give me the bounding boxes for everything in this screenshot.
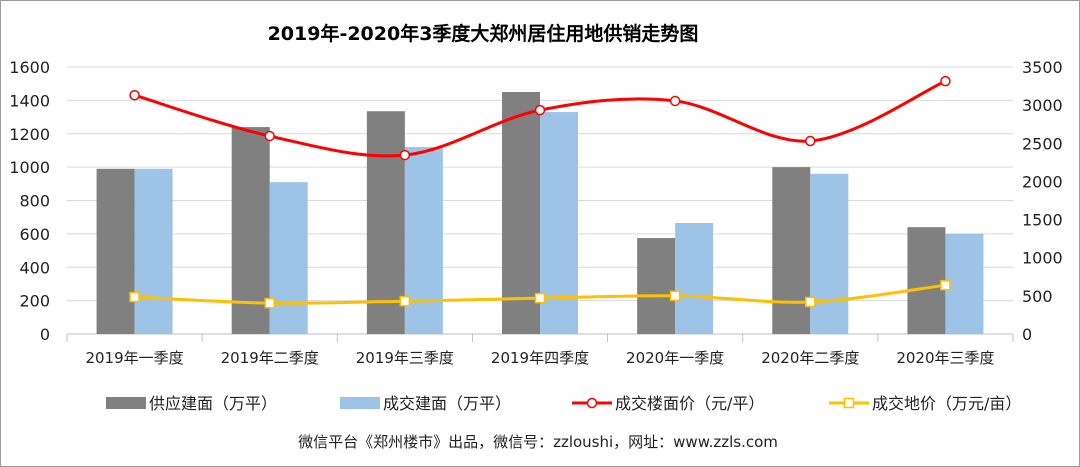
right-tick-label: 3500 [1022,58,1063,77]
legend-swatch [340,397,380,409]
bar-supply [231,127,270,334]
legend-swatch [106,397,146,409]
bar-deal [540,112,578,335]
bar-deal [945,233,984,334]
x-tick-label: 2020年一季度 [626,349,724,367]
legend-marker [843,397,855,409]
footer-text: 微信平台《郑州楼市》出品，微信号：zzloushi，网址：www.zzls.co… [298,433,778,451]
bar-supply [907,227,946,334]
right-tick-label: 1500 [1022,211,1063,230]
left-tick-label: 200 [19,292,50,311]
line-marker [669,290,681,302]
chart-title: 2019年-2020年3季度大郑州居住用地供销走势图 [268,22,699,45]
legend-marker [586,397,598,409]
left-tick-label: 1000 [9,158,50,177]
legend-label: 成交楼面价（元/平） [615,394,764,413]
x-tick-label: 2020年二季度 [761,349,859,367]
line-marker [534,104,546,116]
x-tick-label: 2019年一季度 [85,349,183,367]
bar-supply [637,238,676,334]
right-tick-label: 0 [1022,325,1032,344]
left-tick-label: 1600 [9,58,50,77]
line-marker [399,149,411,161]
x-tick-label: 2020年三季度 [896,349,994,367]
line-marker [805,296,816,308]
bar-deal [269,182,308,334]
x-tick-label: 2019年二季度 [221,349,319,367]
line-marker [264,130,275,142]
left-tick-label: 1400 [9,91,50,110]
bar-deal [134,168,173,334]
legend-label: 成交地价（万元/亩） [872,394,1021,413]
bar-deal [404,147,443,334]
left-tick-label: 1200 [9,125,50,144]
bar-supply [366,111,405,334]
bar-supply [772,167,811,334]
legend-label: 供应建面（万平） [149,394,277,413]
right-tick-label: 2000 [1022,172,1063,191]
line-marker [264,297,275,309]
left-tick-label: 0 [40,325,50,344]
line-marker [940,279,951,291]
bar-deal [675,223,714,334]
left-tick-label: 600 [19,225,50,244]
bar-supply [502,92,540,334]
bar-supply [96,168,135,334]
right-tick-label: 2500 [1022,134,1063,153]
x-tick-label: 2019年四季度 [491,349,589,367]
left-tick-label: 400 [19,258,50,277]
line-marker [129,89,140,101]
bar-deal [810,173,849,334]
right-tick-label: 3000 [1022,96,1063,115]
line-marker [940,75,951,87]
right-tick-label: 1000 [1022,249,1063,268]
line-marker [129,291,140,303]
line-marker [805,135,816,147]
right-tick-label: 500 [1022,287,1053,306]
line-marker [399,295,411,307]
line-marker [534,292,546,304]
x-tick-label: 2019年三季度 [356,349,454,367]
line-marker [669,95,681,107]
left-tick-label: 800 [19,192,50,211]
legend-label: 成交建面（万平） [383,394,511,413]
